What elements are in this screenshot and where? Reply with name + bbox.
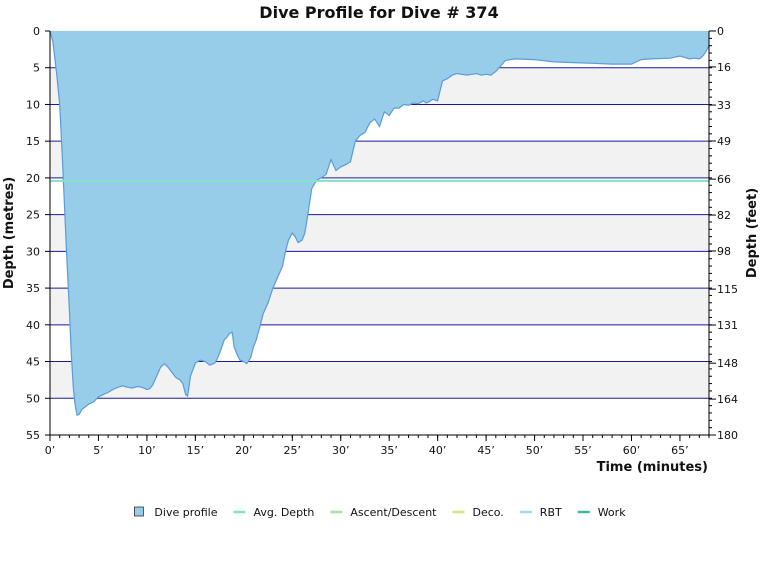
legend-label-work: Work: [598, 506, 626, 519]
y-left-tick-label-40: 40: [26, 319, 40, 332]
y-right-tick-label-180: 180: [717, 429, 738, 442]
x-tick-label-25: 25’: [284, 444, 302, 457]
background-bands: [50, 67, 709, 399]
y-right-tick-label-82: 82: [717, 209, 731, 222]
x-tick-label-50: 50’: [526, 444, 544, 457]
plot-series: [49, 30, 710, 417]
x-tick-label-0: 0’: [45, 444, 56, 457]
x-tick-label-30: 30’: [332, 444, 350, 457]
y-left-tick-label-5: 5: [33, 62, 40, 75]
y-left-tick-label-15: 15: [26, 135, 40, 148]
y-left-tick-label-20: 20: [26, 172, 40, 185]
y-right-tick-label-66: 66: [717, 173, 731, 186]
x-tick-label-5: 5’: [93, 444, 104, 457]
y-right-tick-label-131: 131: [717, 319, 738, 332]
y-left-tick-label-50: 50: [26, 392, 40, 405]
legend-swatch-dive-profile: [134, 506, 144, 517]
x-tick-label-40: 40’: [429, 444, 447, 457]
x-tick-label-10: 10’: [138, 444, 156, 457]
y-right-tick-label-148: 148: [717, 357, 738, 370]
x-tick-label-60: 60’: [623, 444, 641, 457]
y-right-tick-label-49: 49: [717, 135, 731, 148]
y-left-tick-label-10: 10: [26, 98, 40, 111]
y-right-tick-label-115: 115: [717, 283, 738, 296]
y-axis-right-label: Depth (feet): [745, 188, 760, 278]
y-right-tick-label-0: 0: [717, 25, 724, 38]
y-left-tick-label-25: 25: [26, 209, 40, 222]
y-right-tick-label-98: 98: [717, 245, 731, 258]
y-left-tick-label-35: 35: [26, 282, 40, 295]
x-tick-label-65: 65’: [671, 444, 689, 457]
y-left-tick-label-45: 45: [26, 356, 40, 369]
legend-label-avg-depth: Avg. Depth: [253, 506, 314, 519]
axes: 0 5 10 15 20 25 30 35 40 45 50 55 0 16 33 49 66 82 98 115 13…: [26, 25, 738, 457]
x-tick-label-45: 45’: [477, 444, 495, 457]
series-dive-profile-line: [49, 30, 710, 417]
x-tick-label-15: 15’: [187, 444, 205, 457]
chart-title: Dive Profile for Dive # 374: [259, 3, 498, 22]
y-right-tick-label-164: 164: [717, 393, 738, 406]
legend-label-rbt: RBT: [540, 506, 562, 519]
legend-label-ascent-descent: Ascent/Descent: [350, 506, 437, 519]
legend-label-deco: Deco.: [472, 506, 503, 519]
legend: Dive profile Avg. Depth Ascent/Descent Deco…: [134, 506, 626, 519]
x-axis-label: Time (minutes): [597, 460, 708, 475]
y-axis-left-label: Depth (metres): [2, 177, 17, 289]
x-tick-label-35: 35’: [380, 444, 398, 457]
legend-label-dive-profile: Dive profile: [154, 506, 217, 519]
y-right-tick-label-16: 16: [717, 61, 731, 74]
y-left-tick-label-0: 0: [33, 25, 40, 38]
x-tick-label-55: 55’: [574, 444, 592, 457]
x-tick-label-20: 20’: [235, 444, 253, 457]
y-left-tick-label-55: 55: [26, 429, 40, 442]
y-left-tick-label-30: 30: [26, 245, 40, 258]
series-dive-profile-area: [50, 31, 709, 416]
y-right-tick-label-33: 33: [717, 99, 731, 112]
